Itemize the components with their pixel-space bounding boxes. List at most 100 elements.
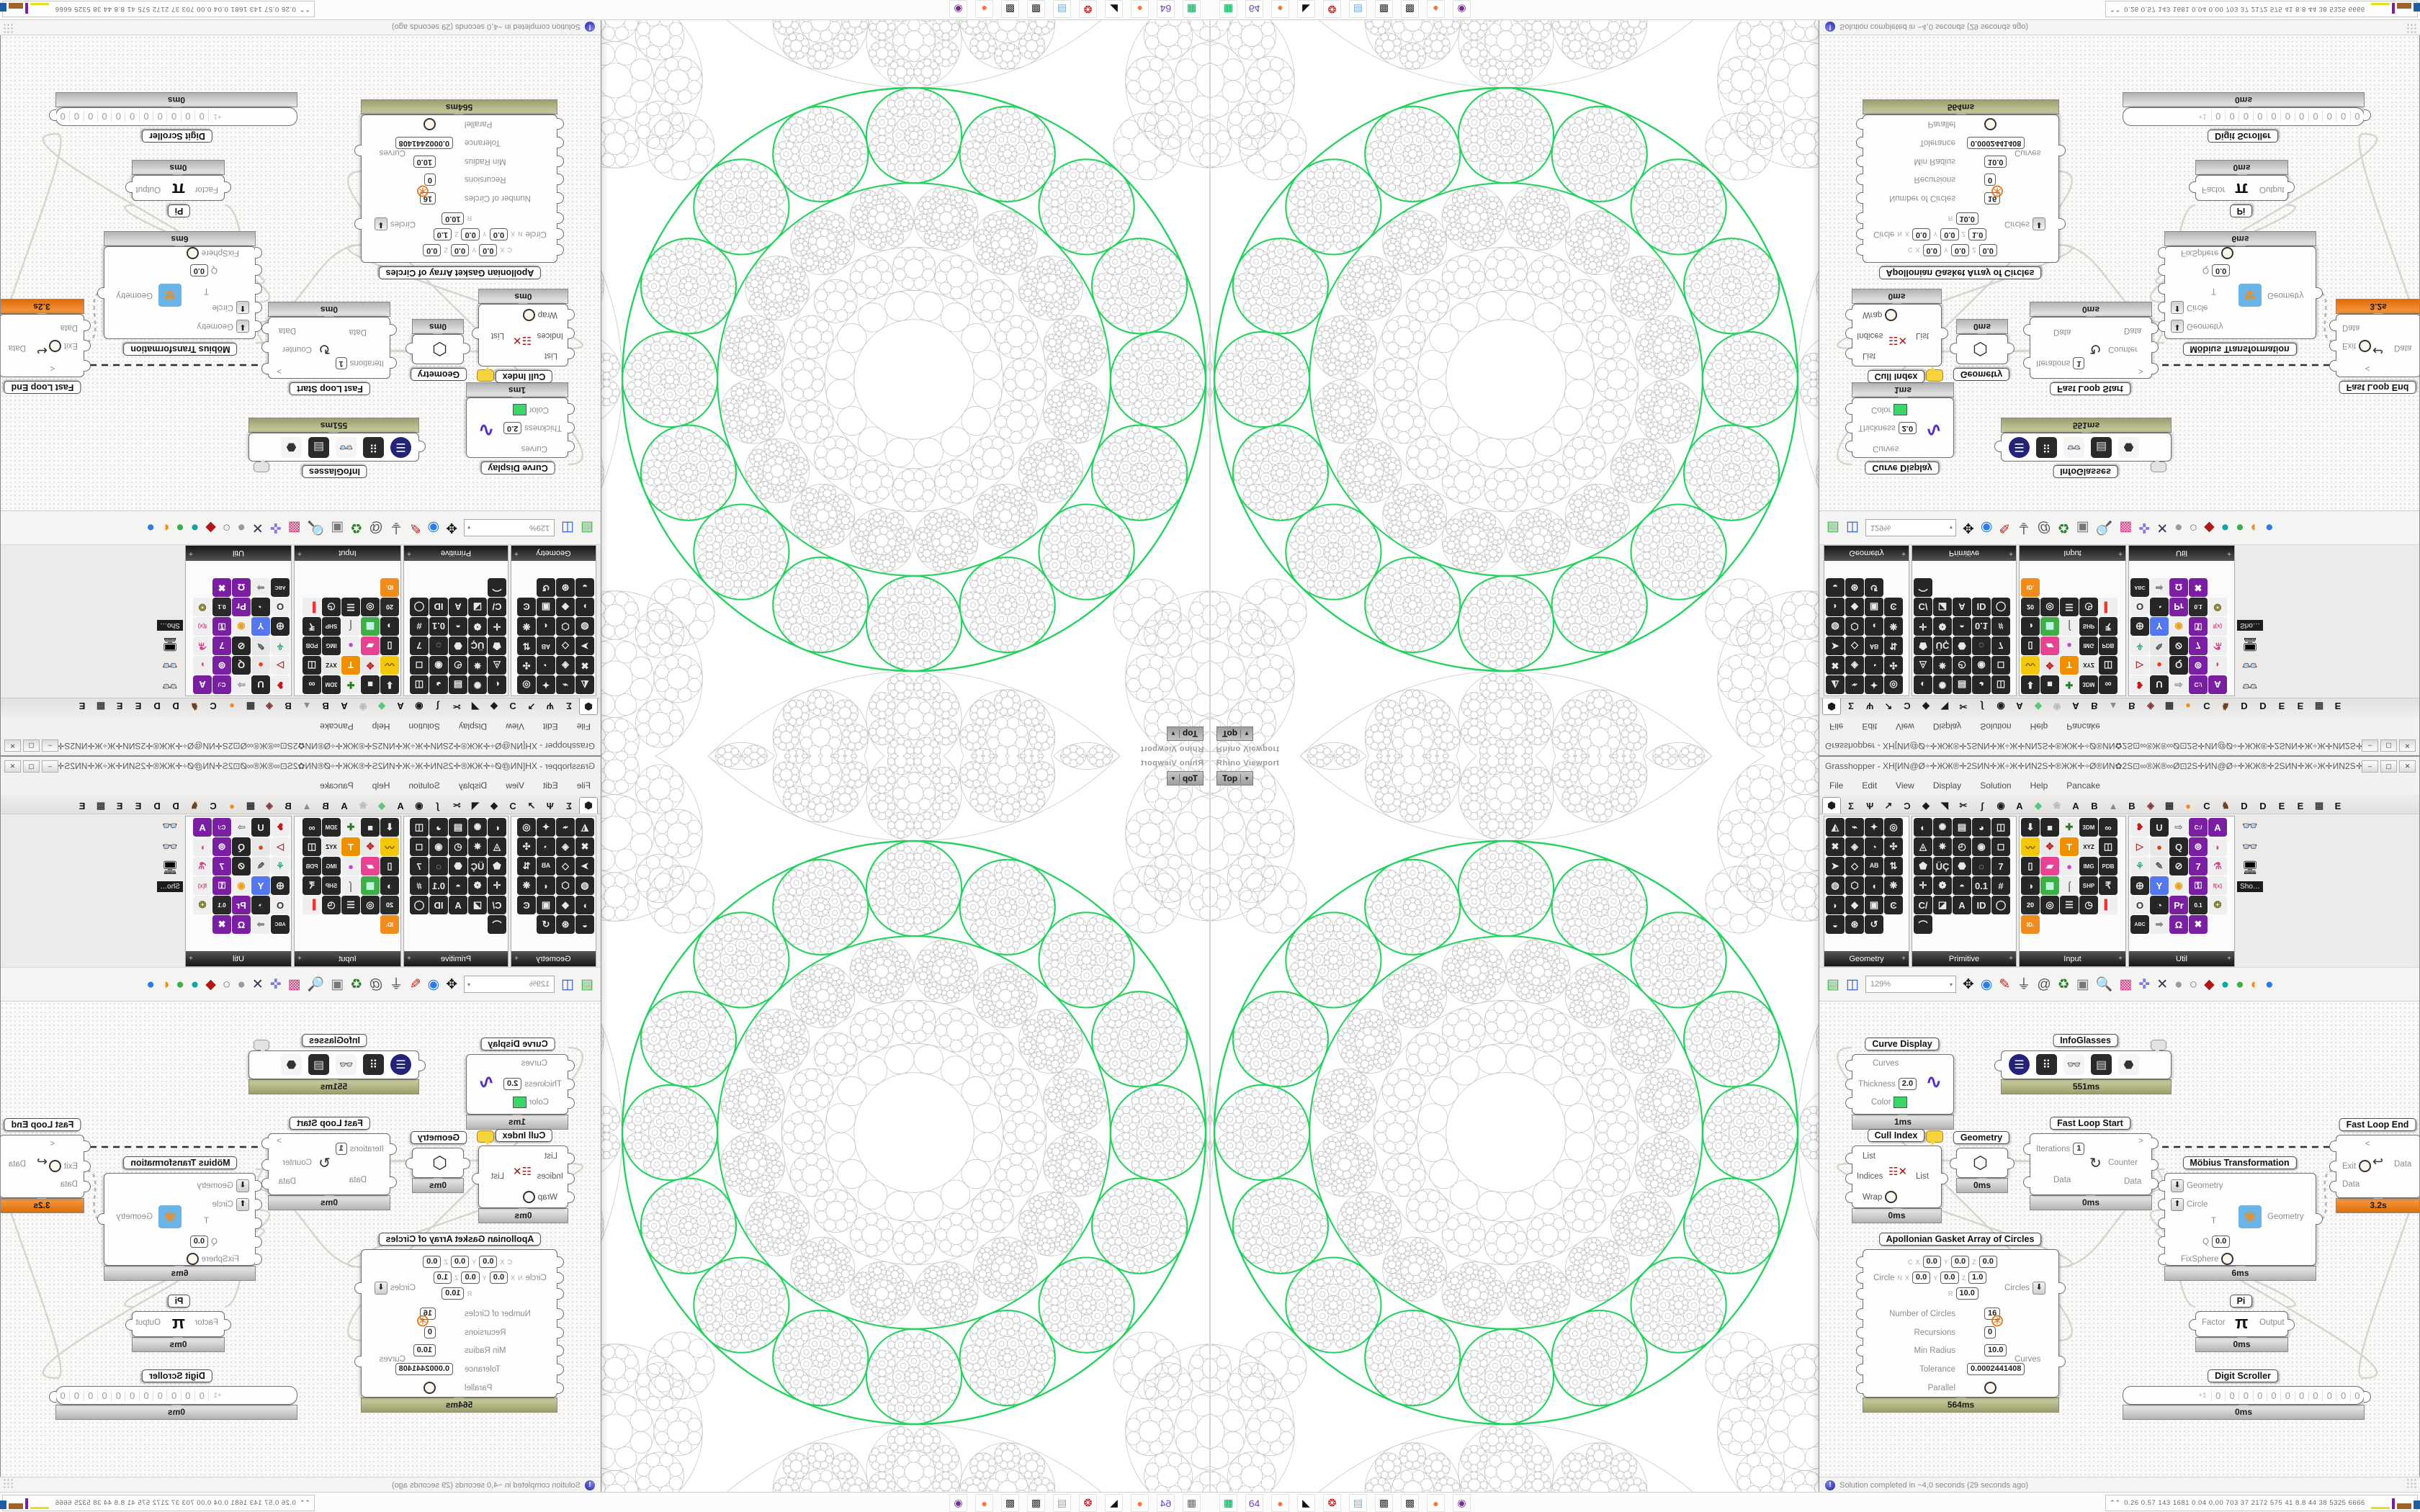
input-nub[interactable] bbox=[1856, 1272, 1863, 1284]
palette-icon[interactable]: ◐ bbox=[1914, 818, 1932, 837]
tab-category-10[interactable]: A bbox=[397, 701, 404, 712]
component-body[interactable]: ⬡ ◎ bbox=[405, 1148, 470, 1178]
infoglasses-icon[interactable]: ⬣ bbox=[281, 1054, 302, 1075]
palette-icon[interactable]: f(x) bbox=[2208, 876, 2227, 895]
component-label[interactable]: Pi bbox=[167, 204, 191, 217]
toolbar-icon-8[interactable]: ▣ bbox=[2076, 976, 2089, 992]
palette-icon[interactable]: ↺ bbox=[537, 578, 555, 597]
tab-category-12[interactable]: ❀ bbox=[359, 800, 367, 811]
component-body[interactable]: ⬡ ◎ bbox=[1950, 334, 2015, 364]
palette-icon[interactable]: T bbox=[2060, 837, 2079, 856]
tab-category-5[interactable]: ◆ bbox=[490, 701, 498, 712]
toolbar-icon-12[interactable]: ✕ bbox=[2156, 976, 2169, 992]
toolbar-icon-6[interactable]: @ bbox=[369, 520, 383, 536]
tab-category-11[interactable]: ◆ bbox=[2035, 800, 2042, 811]
taskbar-app-1[interactable]: 64 bbox=[1157, 1494, 1175, 1512]
palette-icon[interactable]: ◉ bbox=[1972, 656, 1991, 675]
palette-icon[interactable]: # bbox=[1991, 876, 2010, 895]
input-nub[interactable] bbox=[2158, 1199, 2165, 1210]
palette-icon[interactable]: Pr bbox=[2169, 598, 2188, 616]
palette-icon[interactable]: C/ bbox=[1914, 598, 1932, 616]
palette-icon[interactable]: ◆ bbox=[556, 896, 575, 914]
component-body[interactable]: ☰ ⠿ 👓 ▤ ⬣ bbox=[1994, 1040, 2172, 1079]
tab-category-22[interactable]: D bbox=[2241, 701, 2248, 712]
gh-canvas[interactable]: Curves Thickness 2.0 Color ∿ Curve Display 1… bbox=[1819, 35, 2419, 510]
palette-icon[interactable]: ◐ bbox=[1914, 675, 1932, 694]
menu-item-pancake[interactable]: Pancake bbox=[320, 721, 354, 732]
palette-icon[interactable]: ⚗ bbox=[193, 636, 212, 655]
palette-icon[interactable]: ◉ bbox=[232, 617, 251, 636]
digit-cell[interactable]: 0 bbox=[2238, 1390, 2252, 1401]
palette-icon[interactable]: ❥ bbox=[2130, 818, 2149, 837]
palette-icon[interactable]: ⌠ bbox=[2060, 617, 2079, 636]
component-label[interactable]: Fast Loop Start bbox=[290, 1117, 370, 1130]
palette-icon[interactable]: ⬟ bbox=[1914, 636, 1932, 655]
palette-icon[interactable]: ◕ bbox=[429, 675, 448, 694]
palette-icon[interactable]: ◭ bbox=[575, 818, 594, 837]
palette-icon[interactable]: ✎ bbox=[251, 857, 270, 876]
palette-icon[interactable]: ▍ bbox=[2099, 896, 2118, 914]
palette-icon[interactable]: ⬣ bbox=[449, 636, 467, 655]
palette-icon[interactable]: ✎ bbox=[251, 636, 270, 655]
gh-canvas[interactable]: Curves Thickness 2.0 Color ∿ Curve Display 1… bbox=[1, 1002, 601, 1477]
tab-category-6[interactable]: ◥ bbox=[1941, 800, 1948, 811]
toolbar-icon-7[interactable]: ♻ bbox=[2057, 520, 2070, 536]
palette-icon[interactable]: ◫ bbox=[410, 818, 429, 837]
digit-cell[interactable]: 0 bbox=[84, 1390, 98, 1401]
palette-icon[interactable]: 〰 bbox=[2021, 837, 2040, 856]
palette-icon[interactable]: ◪ bbox=[468, 896, 487, 914]
palette-icon[interactable]: 🜨 bbox=[2130, 617, 2149, 636]
tab-category-7[interactable]: ✂ bbox=[452, 701, 461, 712]
tab-category-1[interactable]: Σ bbox=[566, 701, 572, 712]
palette-icon[interactable]: ◷ bbox=[2079, 598, 2098, 616]
palette-icon[interactable]: ◎ bbox=[2040, 598, 2059, 616]
palette-icon[interactable]: Ω bbox=[232, 578, 251, 597]
palette-icon[interactable]: ◔ bbox=[251, 896, 270, 914]
tab-category-3[interactable]: ↗ bbox=[527, 800, 536, 811]
digit-cell[interactable]: 0 bbox=[125, 111, 140, 122]
palette-icon[interactable]: ⚘ bbox=[271, 636, 290, 655]
zoom-level-input[interactable]: 129% ▾ bbox=[1865, 976, 1956, 993]
palette-icon[interactable]: 20 bbox=[380, 896, 399, 914]
tab-category-6[interactable]: ◥ bbox=[472, 800, 479, 811]
digit-cell[interactable]: 0 bbox=[2294, 111, 2308, 122]
palette-icon[interactable]: ID. bbox=[380, 578, 399, 597]
palette-icon[interactable]: XYZ bbox=[322, 656, 341, 675]
palette-icon[interactable]: 7 bbox=[410, 636, 429, 655]
tab-category-14[interactable]: B bbox=[2091, 800, 2098, 811]
taskbar-app-1[interactable]: 64 bbox=[1245, 0, 1263, 18]
palette-icon[interactable]: ❁ bbox=[1933, 876, 1952, 895]
input-nub[interactable] bbox=[2023, 357, 2030, 369]
input-nub[interactable] bbox=[1856, 1308, 1863, 1320]
palette-icon[interactable]: Y bbox=[2150, 617, 2169, 636]
palette-icon[interactable]: 〰 bbox=[2021, 656, 2040, 675]
tab-category-15[interactable]: ▲ bbox=[2108, 800, 2118, 811]
palette-icon[interactable]: # bbox=[410, 617, 429, 636]
palette-group-label[interactable]: Util + bbox=[2129, 951, 2234, 966]
digit-cell[interactable]: 0 bbox=[2280, 1390, 2294, 1401]
palette-icon[interactable]: C/ bbox=[488, 598, 506, 616]
palette-icon[interactable]: ◆ bbox=[1845, 598, 1864, 616]
digit-cell[interactable]: 0 bbox=[195, 1390, 210, 1401]
component-body[interactable]: ⬇ Geometry ⬆ Circle T Q 0.0 FixSphere Geomet… bbox=[2158, 246, 2323, 339]
tab-category-11[interactable]: ◆ bbox=[2035, 701, 2042, 712]
toolbar-icon-19[interactable]: ● bbox=[2265, 520, 2274, 536]
palette-icon[interactable]: C:/ bbox=[212, 818, 231, 837]
component-label[interactable]: Fast Loop End bbox=[2339, 1118, 2416, 1131]
palette-icon[interactable]: ✣ bbox=[517, 837, 536, 856]
input-nub[interactable] bbox=[1994, 1060, 2002, 1071]
palette-icon[interactable]: ◭ bbox=[575, 675, 594, 694]
taskbar-app-0[interactable]: ▦ bbox=[1219, 0, 1237, 18]
palette-icon[interactable]: ⬟ bbox=[1914, 857, 1932, 876]
component-body[interactable]: ⬇ Geometry ⬆ Circle T Q 0.0 FixSphere Geomet… bbox=[2158, 1173, 2323, 1266]
component-body[interactable]: Curves Thickness 2.0 Color ∿ bbox=[466, 1054, 575, 1115]
palette-icon[interactable]: A bbox=[193, 675, 212, 694]
palette-icon[interactable]: ◕ bbox=[1972, 818, 1991, 837]
palette-icon[interactable]: # bbox=[1991, 617, 2010, 636]
tab-category-17[interactable]: ◈ bbox=[266, 701, 273, 712]
digit-cell[interactable]: 0 bbox=[70, 111, 84, 122]
digit-cell[interactable]: 0 bbox=[55, 111, 71, 122]
palette-icon[interactable]: ▤ bbox=[1953, 675, 1971, 694]
palette-icon[interactable]: ⊚ bbox=[2189, 656, 2208, 675]
component-body[interactable]: Factor Output π bbox=[2189, 1311, 2295, 1337]
